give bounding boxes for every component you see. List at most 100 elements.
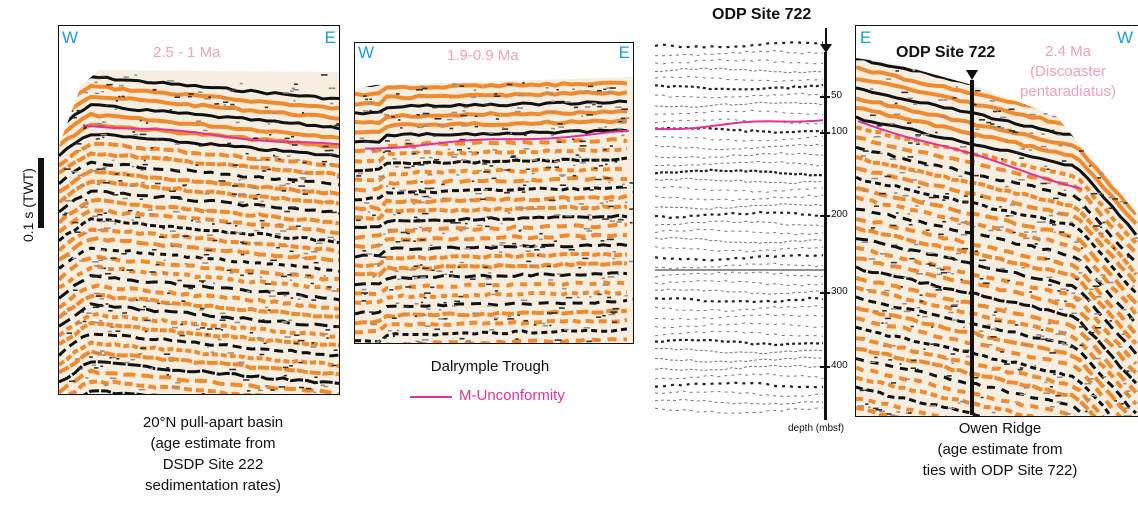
seismic-speckle: [902, 302, 907, 305]
seismic-speckle: [238, 179, 241, 181]
seismic-speckle: [142, 163, 148, 166]
seismic-speckle: [240, 274, 244, 277]
seismic-speckle: [459, 261, 464, 264]
seismic-speckle: [275, 233, 281, 235]
seismic-speckle: [546, 92, 554, 95]
seismic-speckle: [294, 83, 298, 85]
seismic-speckle: [227, 88, 232, 91]
seismic-speckle: [1024, 231, 1029, 233]
seismic-speckle: [950, 353, 956, 355]
seismic-speckle: [414, 216, 418, 219]
seismic-speckle: [323, 385, 329, 388]
seismic-speckle: [960, 221, 966, 224]
seismic-speckle: [884, 317, 891, 320]
seismic-speckle: [997, 110, 1001, 113]
seismic-speckle: [909, 257, 915, 260]
seismic-reflector: [59, 197, 339, 226]
seismic-speckle: [608, 205, 614, 208]
seismic-speckle: [857, 405, 865, 407]
seismic-speckle: [521, 191, 526, 193]
seismic-speckle: [947, 407, 955, 409]
seismic-speckle: [400, 127, 403, 129]
seismic-speckle: [610, 311, 617, 313]
seismic-speckle: [537, 123, 543, 126]
seismic-speckle: [150, 367, 154, 370]
seismic-speckle: [624, 294, 628, 297]
seismic-speckle: [1005, 141, 1009, 143]
seismic-speckle: [551, 100, 555, 103]
seismic-speckle: [441, 183, 445, 186]
seismic-speckle: [402, 239, 410, 242]
seismic-speckle: [609, 199, 614, 202]
scale-bar-label: 0.1 s (TWT): [20, 168, 36, 242]
caption-line: Owen Ridge: [958, 420, 1042, 437]
seismic-speckle: [518, 186, 521, 189]
seismic-speckle: [888, 359, 893, 361]
seismic-speckle: [415, 89, 423, 91]
seismic-speckle: [1060, 331, 1067, 334]
well-reflector: [655, 305, 824, 312]
seismic-speckle: [115, 330, 121, 332]
seismic-speckle: [203, 253, 210, 256]
well-reflector: [655, 338, 824, 347]
seismic-speckle: [369, 101, 374, 104]
seismic-speckle: [400, 231, 408, 234]
seismic-speckle: [136, 299, 139, 301]
seismic-speckle: [1100, 226, 1103, 228]
seismic-speckle: [76, 109, 82, 112]
seismic-speckle: [424, 187, 431, 190]
seismic-speckle: [866, 289, 870, 291]
seismic-speckle: [857, 358, 861, 361]
seismic-speckle: [483, 171, 490, 173]
seismic-speckle: [412, 115, 415, 117]
seismic-speckle: [891, 382, 897, 384]
seismic-speckle: [1008, 108, 1015, 111]
seismic-speckle: [587, 214, 592, 216]
seismic-speckle: [104, 257, 108, 260]
seismic-speckle: [1051, 129, 1055, 132]
seismic-speckle: [903, 276, 909, 279]
seismic-speckle: [1075, 278, 1079, 280]
seismic-speckle: [133, 133, 138, 136]
seismic-speckle: [624, 117, 630, 119]
seismic-speckle: [64, 200, 72, 202]
seismic-speckle: [1019, 393, 1026, 396]
seismic-speckle: [859, 389, 864, 392]
seismic-speckle: [557, 141, 562, 143]
seismic-speckle: [174, 95, 182, 97]
seismic-speckle: [1056, 376, 1063, 378]
seismic-speckle: [291, 144, 298, 146]
seismic-speckle: [374, 263, 381, 265]
seismic-speckle: [974, 250, 979, 252]
seismic-speckle: [461, 125, 468, 127]
seismic-speckle: [412, 152, 416, 155]
well-reflector: [655, 398, 824, 405]
seismic-reflector: [856, 305, 1133, 416]
seismic-speckle: [424, 297, 427, 299]
seismic-speckle: [115, 100, 118, 102]
seismic-speckle: [294, 334, 300, 336]
seismic-speckle: [1082, 296, 1085, 299]
seismic-speckle: [896, 411, 901, 413]
seismic-speckle: [262, 170, 267, 172]
seismic-speckle: [593, 167, 598, 169]
seismic-speckle: [456, 174, 460, 176]
seismic-reflector: [856, 256, 1138, 375]
age-line: pentaradiatus): [1020, 83, 1116, 100]
seismic-reflector: [355, 222, 628, 240]
seismic-speckle: [546, 312, 554, 314]
seismic-speckle: [499, 251, 503, 253]
seismic-speckle: [420, 264, 423, 266]
seismic-speckle: [231, 193, 237, 195]
seismic-speckle: [89, 356, 93, 358]
seismic-speckle: [495, 118, 500, 120]
seismic-speckle: [1049, 406, 1055, 408]
seismic-speckle: [469, 198, 474, 201]
seismic-speckle: [1014, 324, 1019, 326]
seismic-speckle: [917, 314, 920, 317]
seismic-speckle: [546, 265, 551, 268]
seismic-speckle: [609, 145, 613, 147]
seismic-speckle: [302, 193, 308, 195]
seismic-speckle: [134, 74, 138, 77]
seismic-speckle: [223, 97, 227, 99]
